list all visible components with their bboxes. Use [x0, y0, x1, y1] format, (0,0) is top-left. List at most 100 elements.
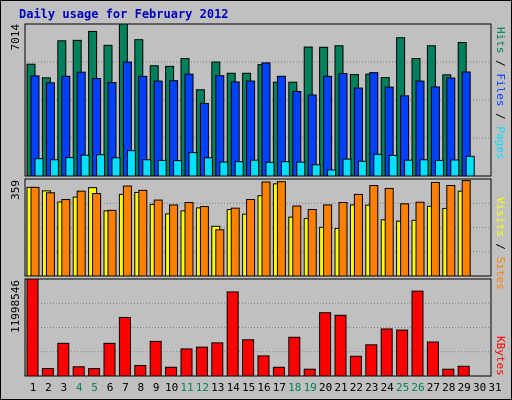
- bar-sites-day-18: [292, 205, 302, 277]
- bar-kbytes-day-18: [288, 336, 301, 377]
- x-tick-label: 5: [91, 381, 98, 394]
- legend-sep-2: /: [494, 107, 507, 127]
- x-tick-label: 22: [350, 381, 363, 394]
- x-tick-label: 18: [288, 381, 301, 394]
- legend-kbytes: KBytes: [494, 336, 507, 376]
- bar-pages-day-14: [234, 161, 244, 177]
- bar-sites-day-16: [261, 181, 271, 277]
- x-tick-label: 23: [365, 381, 378, 394]
- bar-pages-day-22: [357, 160, 367, 177]
- bar-files-day-16: [261, 62, 271, 177]
- x-tick-label: 21: [334, 381, 347, 394]
- bar-pages-day-10: [173, 160, 183, 177]
- x-tick-label: 15: [242, 381, 255, 394]
- bar-kbytes-day-2: [41, 368, 54, 377]
- x-tick-label: 31: [488, 381, 501, 394]
- bar-kbytes-day-20: [319, 312, 332, 377]
- bar-pages-day-15: [250, 159, 260, 177]
- x-tick-label: 27: [427, 381, 440, 394]
- x-tick-label: 30: [473, 381, 486, 394]
- x-tick-label: 1: [30, 381, 37, 394]
- bar-pages-day-21: [342, 158, 352, 177]
- ymax-label-hits: 7014: [9, 24, 22, 51]
- legend-sep-1: /: [494, 54, 507, 74]
- bar-pages-day-16: [265, 161, 275, 177]
- x-tick-label: 19: [304, 381, 317, 394]
- x-tick-label: 20: [319, 381, 332, 394]
- bar-sites-day-14: [230, 207, 240, 277]
- bar-pages-day-24: [388, 154, 398, 177]
- bar-pages-day-28: [450, 159, 460, 177]
- x-tick-label: 17: [273, 381, 286, 394]
- bar-sites-day-22: [353, 193, 363, 277]
- bar-pages-day-20: [327, 169, 337, 177]
- bar-sites-day-29: [461, 180, 471, 277]
- bar-pages-day-1: [34, 158, 44, 177]
- x-tick-label: 9: [153, 381, 160, 394]
- bar-kbytes-day-10: [165, 366, 178, 377]
- bar-kbytes-day-28: [442, 368, 455, 377]
- bar-pages-day-18: [296, 161, 306, 177]
- x-tick-label: 25: [396, 381, 409, 394]
- bar-sites-day-15: [246, 199, 256, 277]
- bar-pages-day-5: [96, 154, 106, 177]
- x-tick-label: 4: [76, 381, 83, 394]
- bar-kbytes-day-19: [303, 368, 316, 377]
- bar-kbytes-day-15: [242, 339, 255, 377]
- x-tick-label: 29: [458, 381, 471, 394]
- bar-kbytes-day-3: [57, 342, 70, 377]
- bar-files-day-19: [307, 94, 317, 177]
- bar-pages-day-8: [142, 159, 152, 177]
- bar-pages-day-2: [49, 159, 59, 177]
- bar-sites-day-12: [199, 206, 209, 277]
- bar-kbytes-day-9: [149, 340, 162, 377]
- bar-kbytes-day-5: [88, 368, 101, 377]
- chart-title: Daily usage for February 2012: [19, 7, 229, 21]
- x-tick-label: 11: [180, 381, 193, 394]
- bar-sites-day-5: [92, 193, 102, 277]
- bar-sites-day-3: [61, 199, 71, 277]
- bar-pages-day-25: [404, 159, 414, 177]
- bar-sites-day-6: [107, 209, 117, 277]
- x-tick-label: 8: [137, 381, 144, 394]
- bar-sites-day-17: [276, 181, 286, 277]
- bar-sites-day-27: [430, 182, 440, 277]
- bar-files-day-13: [215, 75, 225, 177]
- bar-kbytes-day-21: [334, 314, 347, 377]
- bar-kbytes-day-6: [103, 342, 116, 377]
- bar-sites-day-13: [215, 229, 225, 277]
- legend-hits-files-pages: Hits / Files / Pages: [494, 27, 507, 160]
- legend-pages: Pages: [494, 126, 507, 159]
- x-tick-label: 14: [227, 381, 241, 394]
- bar-pages-day-7: [126, 150, 136, 177]
- bar-kbytes-day-26: [411, 290, 424, 377]
- bar-kbytes-day-11: [180, 348, 193, 377]
- legend-hits: Hits: [494, 27, 507, 54]
- x-tick-label: 16: [257, 381, 270, 394]
- bar-sites-day-1: [30, 186, 40, 277]
- bar-sites-day-4: [76, 190, 86, 277]
- bar-sites-day-2: [45, 192, 55, 277]
- legend-files: Files: [494, 73, 507, 106]
- bar-kbytes-day-17: [272, 366, 285, 377]
- bar-pages-day-29: [465, 155, 475, 177]
- bar-pages-day-12: [203, 157, 213, 177]
- bar-pages-day-23: [373, 153, 383, 177]
- bar-pages-day-27: [434, 159, 444, 177]
- bar-pages-day-17: [280, 161, 290, 177]
- bar-sites-day-26: [415, 201, 425, 277]
- bar-kbytes-day-29: [457, 365, 470, 377]
- bar-sites-day-23: [369, 184, 379, 277]
- bar-pages-day-4: [80, 154, 90, 177]
- x-tick-label: 10: [165, 381, 178, 394]
- bar-sites-day-25: [400, 203, 410, 277]
- bar-kbytes-day-1: [26, 278, 39, 377]
- legend-visits: Visits: [494, 197, 507, 237]
- bar-kbytes-day-7: [118, 316, 131, 377]
- bar-kbytes-day-14: [226, 291, 239, 377]
- bar-kbytes-day-24: [380, 328, 393, 377]
- bar-kbytes-day-22: [349, 355, 362, 377]
- legend-sep-3: /: [494, 237, 507, 257]
- bar-sites-day-21: [338, 202, 348, 277]
- bar-kbytes-day-12: [195, 346, 208, 377]
